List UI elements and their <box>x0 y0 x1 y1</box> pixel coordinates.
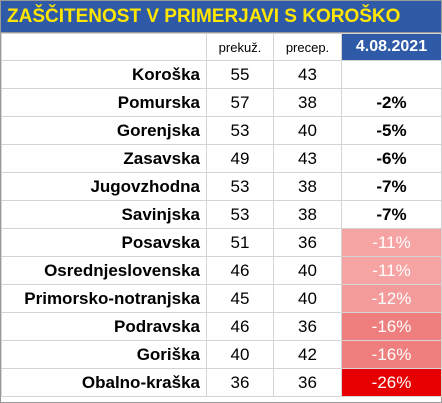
region-cell: Savinjska <box>1 200 207 229</box>
table-row: Gorenjska 53 40 -5% <box>1 116 442 145</box>
region-cell: Pomurska <box>1 88 207 117</box>
date-header: 4.08.2021 <box>341 33 442 61</box>
table-row: Goriška 40 42 -16% <box>1 340 442 369</box>
table-row: Obalno-kraška 36 36 -26% <box>1 368 442 397</box>
change-cell: -7% <box>341 200 442 229</box>
region-cell: Primorsko-notranjska <box>1 284 207 313</box>
precep-cell: 43 <box>273 144 342 173</box>
region-cell: Koroška <box>1 60 207 89</box>
prekuz-cell: 49 <box>206 144 274 173</box>
change-cell: -26% <box>341 368 442 397</box>
change-cell: -16% <box>341 312 442 341</box>
change-cell: -11% <box>341 256 442 285</box>
table-row: Koroška 55 43 <box>1 60 442 89</box>
precep-cell: 40 <box>273 116 342 145</box>
change-cell: -7% <box>341 172 442 201</box>
prekuz-cell: 57 <box>206 88 274 117</box>
region-cell: Osrednjeslovenska <box>1 256 207 285</box>
header-row: prekuž. precep. 4.08.2021 <box>1 33 442 61</box>
prekuz-cell: 51 <box>206 228 274 257</box>
title: ZAŠČITENOST V PRIMERJAVI S KOROŠKO <box>1 1 441 33</box>
table-row: Zasavska 49 43 -6% <box>1 144 442 173</box>
precep-cell: 38 <box>273 200 342 229</box>
corner-cell <box>1 33 207 61</box>
table-row: Pomurska 57 38 -2% <box>1 88 442 117</box>
prekuz-cell: 45 <box>206 284 274 313</box>
change-cell: -5% <box>341 116 442 145</box>
table-row: Osrednjeslovenska 46 40 -11% <box>1 256 442 285</box>
precep-cell: 42 <box>273 340 342 369</box>
change-cell: -12% <box>341 284 442 313</box>
table-row: Primorsko-notranjska 45 40 -12% <box>1 284 442 313</box>
change-cell: -2% <box>341 88 442 117</box>
precep-cell: 38 <box>273 172 342 201</box>
precep-cell: 40 <box>273 284 342 313</box>
column-header: prekuž. <box>206 33 274 61</box>
change-cell: -11% <box>341 228 442 257</box>
precep-cell: 43 <box>273 60 342 89</box>
change-cell <box>341 60 442 89</box>
region-cell: Zasavska <box>1 144 207 173</box>
prekuz-cell: 46 <box>206 312 274 341</box>
region-cell: Posavska <box>1 228 207 257</box>
change-cell: -6% <box>341 144 442 173</box>
region-cell: Gorenjska <box>1 116 207 145</box>
region-cell: Jugovzhodna <box>1 172 207 201</box>
change-cell: -16% <box>341 340 442 369</box>
prekuz-cell: 53 <box>206 200 274 229</box>
prekuz-cell: 46 <box>206 256 274 285</box>
table-row: Jugovzhodna 53 38 -7% <box>1 172 442 201</box>
region-cell: Obalno-kraška <box>1 368 207 397</box>
precep-cell: 36 <box>273 312 342 341</box>
precep-cell: 38 <box>273 88 342 117</box>
precep-cell: 36 <box>273 228 342 257</box>
prekuz-cell: 55 <box>206 60 274 89</box>
prekuz-cell: 53 <box>206 116 274 145</box>
region-cell: Goriška <box>1 340 207 369</box>
region-cell: Podravska <box>1 312 207 341</box>
precep-cell: 40 <box>273 256 342 285</box>
prekuz-cell: 36 <box>206 368 274 397</box>
precep-cell: 36 <box>273 368 342 397</box>
prekuz-cell: 40 <box>206 340 274 369</box>
column-header: precep. <box>273 33 342 61</box>
table-row: Podravska 46 36 -16% <box>1 312 442 341</box>
table: prekuž. precep. 4.08.2021 Koroška 55 43 Pom… <box>1 33 442 397</box>
prekuz-cell: 53 <box>206 172 274 201</box>
table-row: Savinjska 53 38 -7% <box>1 200 442 229</box>
table-row: Posavska 51 36 -11% <box>1 228 442 257</box>
